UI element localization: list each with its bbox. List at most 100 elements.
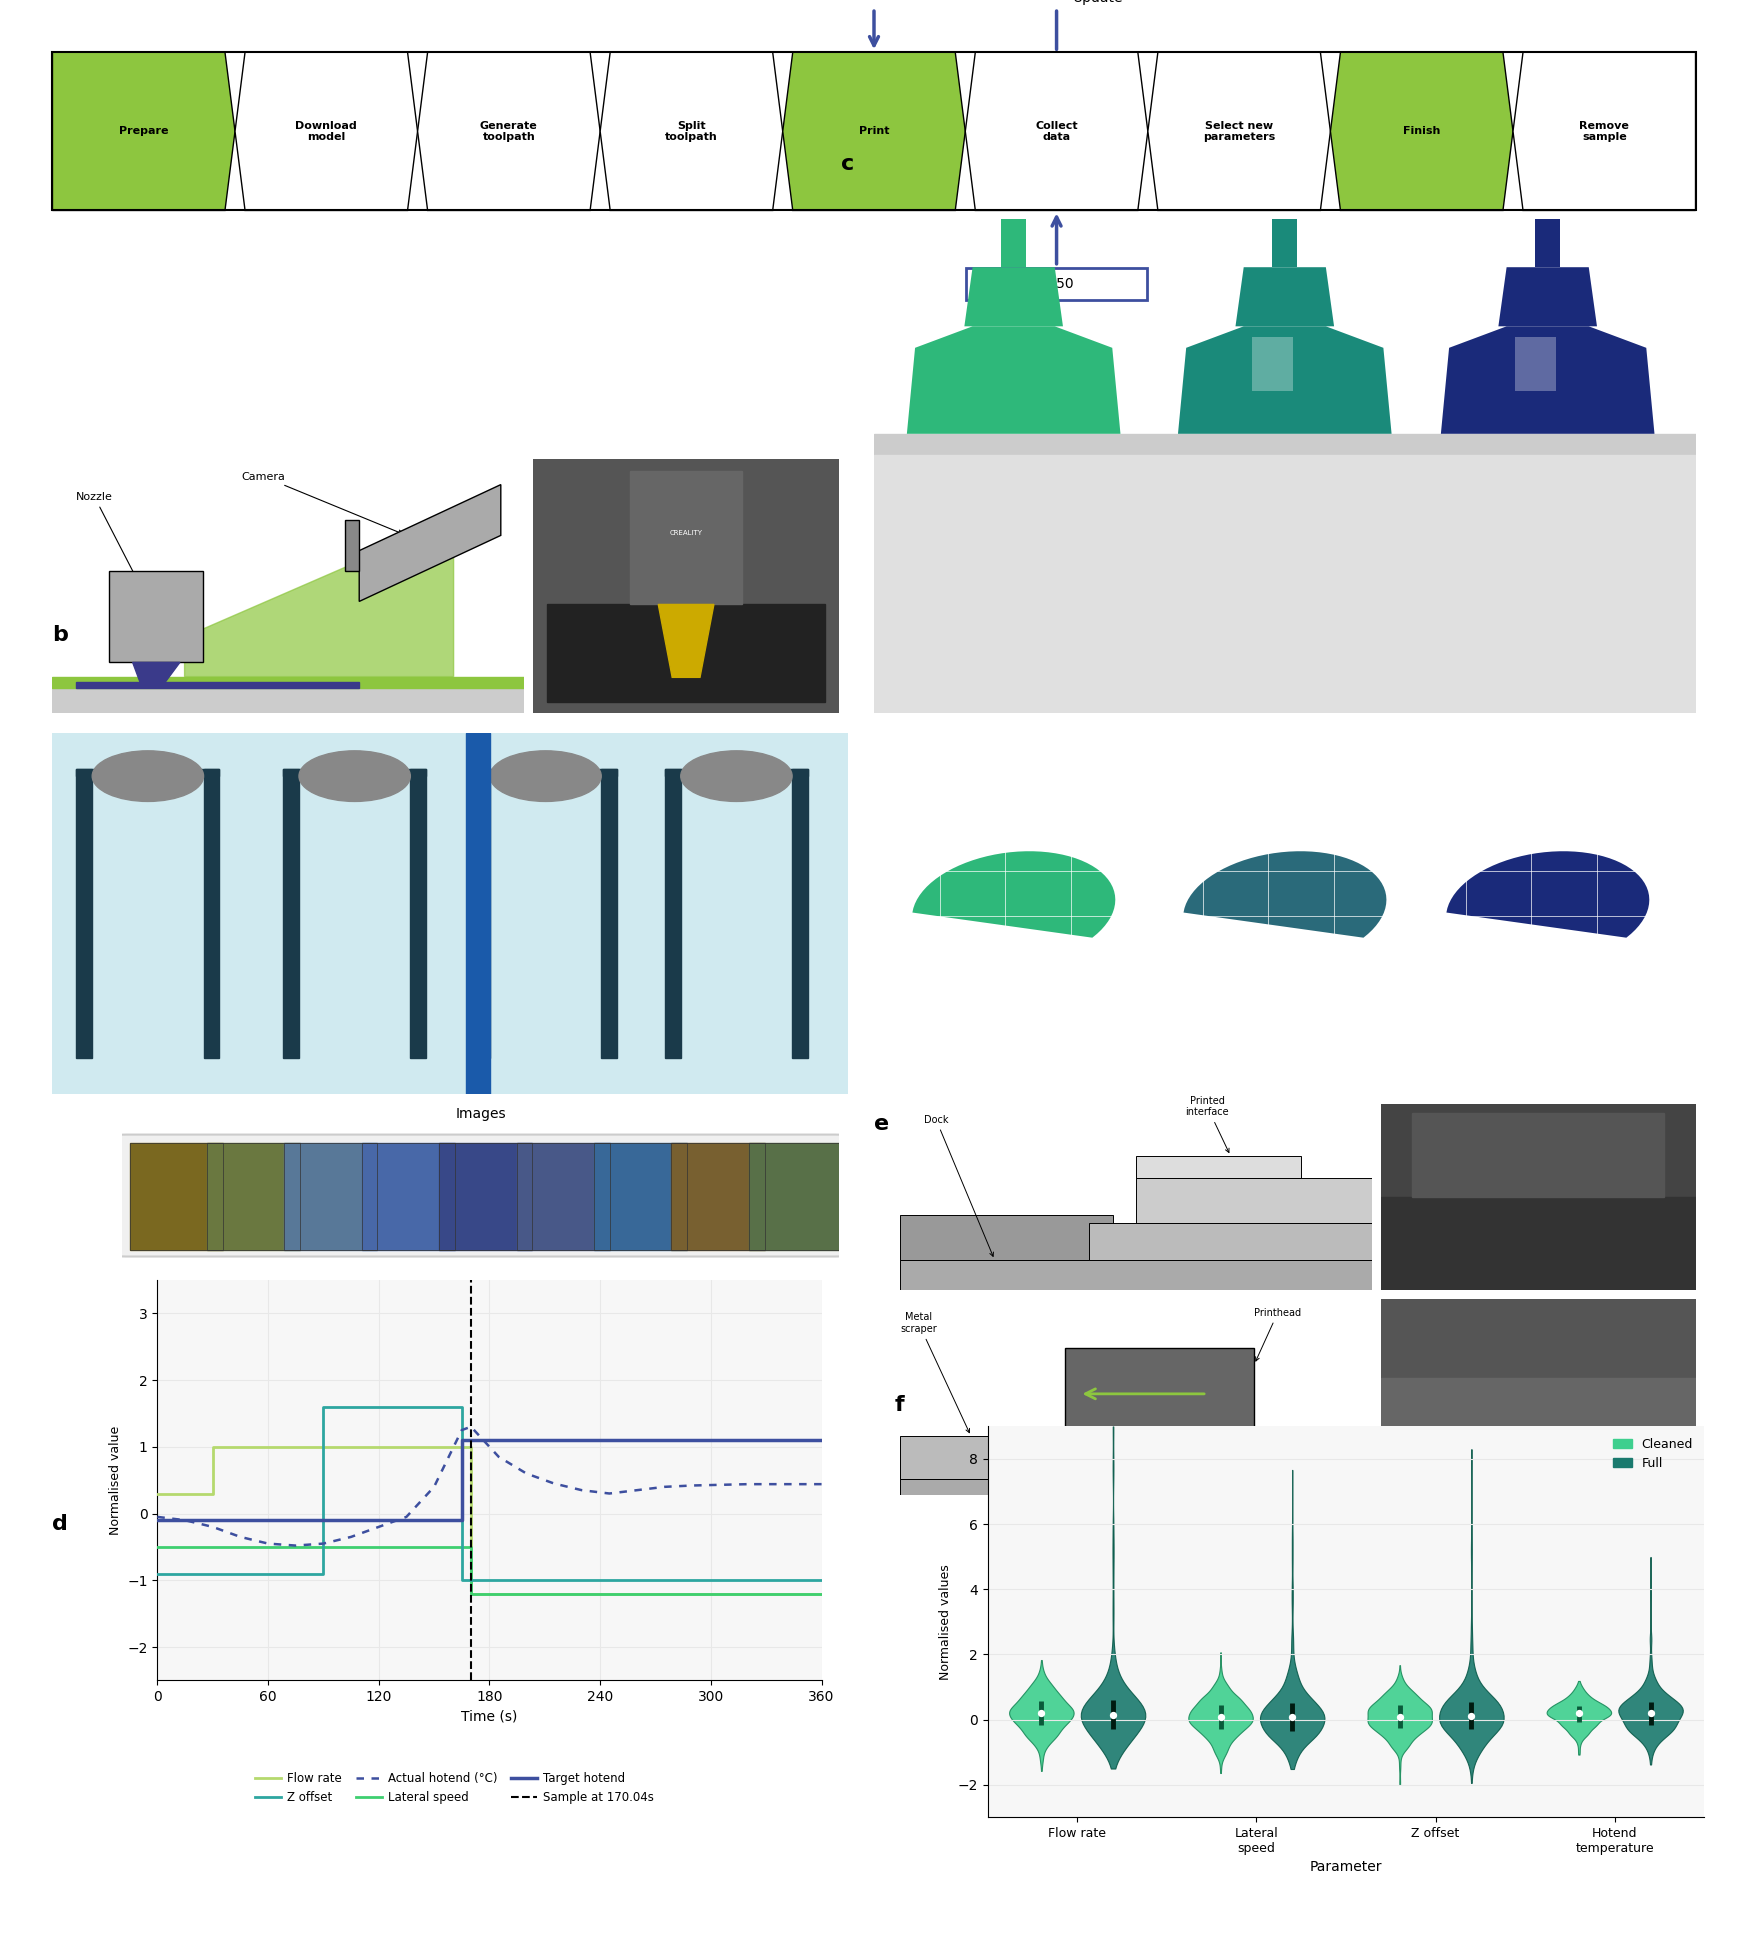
Polygon shape: [1535, 219, 1559, 268]
Text: Nozzle: Nozzle: [77, 492, 154, 614]
Bar: [206, 1143, 301, 1251]
Polygon shape: [1475, 1436, 1601, 1495]
Polygon shape: [1113, 1436, 1208, 1479]
Bar: [671, 1143, 764, 1251]
Polygon shape: [1136, 1157, 1301, 1178]
Bar: [517, 1143, 610, 1251]
Polygon shape: [600, 53, 783, 211]
Bar: [285, 1143, 378, 1251]
Polygon shape: [1065, 1348, 1255, 1436]
Polygon shape: [185, 520, 454, 676]
Circle shape: [93, 750, 203, 801]
Text: x150: x150: [1040, 277, 1073, 291]
Text: f: f: [895, 1395, 904, 1415]
Bar: [748, 1143, 843, 1251]
Polygon shape: [1236, 268, 1334, 326]
Text: Remove
sample: Remove sample: [1580, 121, 1629, 143]
Circle shape: [489, 750, 601, 801]
Bar: [285, 1143, 378, 1251]
Text: Collect
data: Collect data: [1035, 121, 1079, 143]
Point: [1278, 1702, 1306, 1733]
Bar: [206, 1143, 301, 1251]
Bar: [129, 1143, 222, 1251]
Polygon shape: [1514, 53, 1696, 211]
Polygon shape: [1273, 219, 1297, 268]
FancyBboxPatch shape: [112, 1135, 850, 1256]
Polygon shape: [1089, 1223, 1372, 1260]
Polygon shape: [874, 455, 1696, 713]
Polygon shape: [418, 53, 600, 211]
Text: Printhead: Printhead: [1255, 1307, 1301, 1362]
Polygon shape: [344, 520, 360, 571]
Polygon shape: [1148, 53, 1330, 211]
Polygon shape: [77, 682, 360, 688]
Polygon shape: [547, 604, 825, 701]
Text: CREALITY: CREALITY: [669, 530, 703, 537]
Text: Metal
scraper: Metal scraper: [900, 1313, 970, 1432]
Text: Camera: Camera: [241, 471, 402, 533]
Polygon shape: [1178, 326, 1391, 434]
Bar: [671, 1143, 764, 1251]
Bar: [283, 768, 299, 1059]
Bar: [474, 768, 489, 1059]
Point: [1386, 1700, 1414, 1731]
X-axis label: Time (s): Time (s): [461, 1710, 517, 1723]
Bar: [362, 1143, 454, 1251]
Polygon shape: [1498, 268, 1598, 326]
Polygon shape: [1183, 852, 1386, 938]
Polygon shape: [900, 1479, 1372, 1495]
Polygon shape: [900, 1260, 1372, 1290]
Polygon shape: [1381, 1378, 1696, 1495]
Bar: [362, 1143, 454, 1251]
Point: [1028, 1698, 1056, 1729]
Bar: [601, 768, 617, 1059]
Polygon shape: [631, 471, 741, 604]
Bar: [77, 768, 93, 1059]
Text: Split
toolpath: Split toolpath: [664, 121, 718, 143]
Polygon shape: [1381, 1196, 1696, 1290]
Polygon shape: [52, 676, 524, 688]
Polygon shape: [900, 1215, 1113, 1260]
FancyBboxPatch shape: [967, 268, 1147, 301]
Polygon shape: [1127, 1436, 1192, 1479]
Polygon shape: [467, 733, 489, 1094]
Bar: [411, 768, 427, 1059]
Polygon shape: [234, 53, 418, 211]
Polygon shape: [1440, 326, 1654, 434]
Circle shape: [680, 750, 792, 801]
Text: Prepare: Prepare: [119, 127, 168, 137]
Bar: [439, 1143, 533, 1251]
Point: [1206, 1702, 1234, 1733]
Bar: [283, 768, 427, 776]
Polygon shape: [659, 604, 713, 678]
Polygon shape: [1412, 1114, 1664, 1196]
Bar: [748, 1143, 843, 1251]
Bar: [664, 768, 808, 776]
Polygon shape: [1252, 336, 1294, 391]
Polygon shape: [1330, 53, 1514, 211]
Text: Dock: Dock: [923, 1114, 993, 1256]
Polygon shape: [783, 53, 965, 211]
Bar: [594, 1143, 687, 1251]
Polygon shape: [900, 1436, 1113, 1479]
Polygon shape: [52, 688, 524, 713]
Polygon shape: [1208, 1436, 1372, 1479]
Polygon shape: [965, 53, 1148, 211]
Circle shape: [299, 750, 411, 801]
Polygon shape: [1002, 219, 1026, 268]
Polygon shape: [133, 662, 180, 688]
Text: e: e: [874, 1114, 890, 1133]
Point: [1458, 1700, 1486, 1731]
Text: Generate
toolpath: Generate toolpath: [481, 121, 538, 143]
Text: d: d: [52, 1514, 68, 1534]
Bar: [439, 1143, 533, 1251]
Text: c: c: [841, 154, 855, 174]
Polygon shape: [912, 852, 1115, 938]
Text: b: b: [52, 625, 68, 645]
Bar: [664, 768, 680, 1059]
Text: Print: Print: [858, 127, 890, 137]
Text: Images: Images: [456, 1108, 505, 1122]
Bar: [594, 1143, 687, 1251]
Y-axis label: Normalised value: Normalised value: [108, 1426, 122, 1534]
Text: Update: Update: [1073, 0, 1124, 4]
